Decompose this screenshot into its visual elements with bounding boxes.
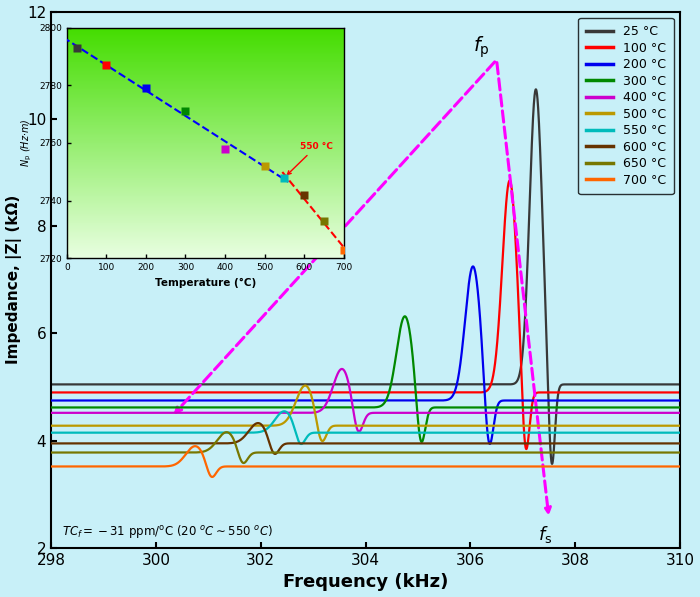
Text: $f_\mathrm{s}$: $f_\mathrm{s}$ — [538, 524, 553, 545]
Text: $\mathit{TC}_\mathit{f}$$= -31\ \mathrm{ppm/^oC}\ (20\ ^oC{\sim}550\ ^oC)$: $\mathit{TC}_\mathit{f}$$= -31\ \mathrm{… — [62, 522, 273, 540]
Text: $f_\mathrm{p}$: $f_\mathrm{p}$ — [473, 35, 490, 60]
X-axis label: Frequency (kHz): Frequency (kHz) — [283, 574, 448, 592]
Legend: 25 °C, 100 °C, 200 °C, 300 °C, 400 °C, 500 °C, 550 °C, 600 °C, 650 °C, 700 °C: 25 °C, 100 °C, 200 °C, 300 °C, 400 °C, 5… — [578, 18, 673, 194]
Y-axis label: Impedance, |Z| (kΩ): Impedance, |Z| (kΩ) — [6, 195, 22, 364]
